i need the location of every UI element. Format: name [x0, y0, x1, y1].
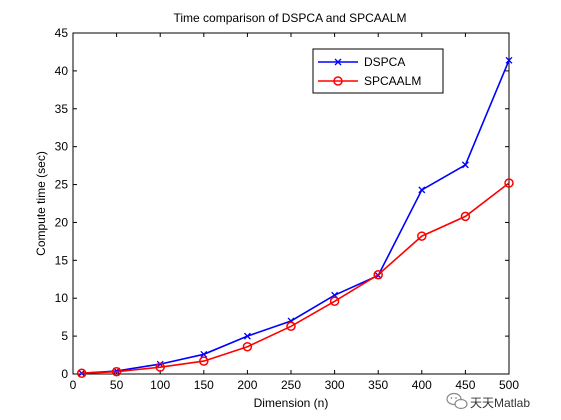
- x-tick-label: 450: [455, 378, 475, 392]
- data-point-spcaalm: [504, 178, 514, 188]
- data-point-dspca: [505, 56, 513, 64]
- x-tick-label: 0: [70, 378, 77, 392]
- data-point-spcaalm: [417, 231, 427, 241]
- x-tick-label: 150: [194, 378, 214, 392]
- y-tick-label: 25: [55, 178, 69, 192]
- x-axis: 0 50 100 150 200 250 300 350 400 450 500: [70, 33, 519, 392]
- x-tick-label: 100: [150, 378, 170, 392]
- y-tick-label: 30: [55, 140, 69, 154]
- x-tick-label: 500: [499, 378, 519, 392]
- data-point-dspca: [418, 186, 426, 194]
- x-tick-label: 200: [237, 378, 257, 392]
- data-point-spcaalm: [286, 321, 296, 332]
- x-tick-label: 50: [110, 378, 124, 392]
- data-point-spcaalm: [76, 368, 87, 378]
- x-axis-title: Dimension (n): [254, 396, 329, 410]
- y-tick-label: 20: [55, 215, 69, 229]
- data-point-dspca: [200, 350, 208, 358]
- data-point-spcaalm: [111, 366, 122, 377]
- legend-marker: [334, 58, 342, 66]
- legend-marker: [333, 76, 343, 86]
- y-tick-label: 35: [55, 102, 69, 116]
- y-tick-label: 15: [55, 253, 69, 267]
- legend: DSPCA SPCAALM: [312, 48, 444, 94]
- data-point-dspca: [461, 161, 469, 169]
- data-point-spcaalm: [373, 269, 383, 280]
- series-line-spcaalm: [81, 182, 510, 374]
- data-point-spcaalm: [329, 296, 340, 307]
- chart-title: Time comparison of DSPCA and SPCAALM: [174, 11, 407, 25]
- y-tick-label: 40: [55, 64, 69, 78]
- y-axis: 0 5 10 15 20 25 30 35 40 45: [55, 26, 509, 381]
- y-axis-title: Compute time (sec): [34, 151, 48, 256]
- data-point-dspca: [243, 332, 251, 340]
- y-tick-label: 5: [61, 329, 68, 343]
- legend-box: [312, 48, 444, 94]
- data-point-spcaalm: [199, 356, 209, 366]
- data-point-spcaalm: [155, 362, 165, 372]
- watermark-text: 天天Matlab: [470, 396, 530, 410]
- legend-label: DSPCA: [364, 55, 405, 69]
- wechat-icon: [446, 392, 468, 410]
- y-tick-label: 45: [55, 26, 69, 40]
- x-tick-label: 400: [412, 378, 432, 392]
- data-point-spcaalm: [460, 211, 471, 222]
- y-tick-label: 0: [61, 367, 68, 381]
- data-point-spcaalm: [242, 341, 253, 352]
- x-tick-label: 250: [281, 378, 301, 392]
- series-layer: [76, 56, 514, 378]
- y-tick-label: 10: [55, 291, 69, 305]
- legend-label: SPCAALM: [364, 74, 421, 88]
- x-tick-label: 350: [368, 378, 388, 392]
- x-tick-label: 300: [325, 378, 345, 392]
- watermark: 天天Matlab: [446, 392, 530, 410]
